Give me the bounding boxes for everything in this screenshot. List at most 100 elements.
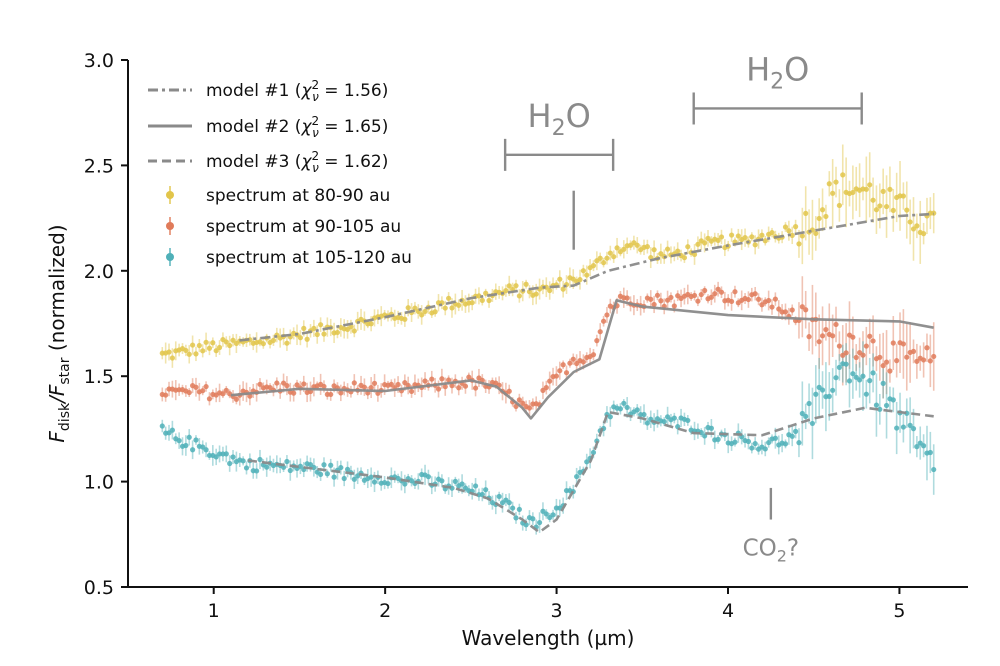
data-point [301, 381, 307, 387]
annotation-label: CO2? [743, 536, 800, 566]
data-point [422, 378, 428, 384]
data-point [506, 388, 512, 394]
data-point [301, 325, 307, 331]
data-point [435, 386, 442, 392]
data-point [334, 329, 341, 336]
data-point [880, 188, 886, 194]
data-point [877, 354, 883, 360]
data-point [408, 388, 415, 395]
data-point [163, 392, 169, 398]
y-label-rest: (normalized) [45, 224, 69, 357]
data-point [560, 362, 566, 368]
data-point [227, 342, 233, 349]
data-point [823, 213, 829, 220]
data-point [766, 297, 772, 304]
x-tick-label: 5 [893, 600, 905, 622]
data-point [752, 440, 758, 447]
data-point [405, 305, 411, 311]
data-point [186, 389, 192, 396]
y-label-sub1: disk [57, 402, 73, 431]
legend-label-80-90: spectrum at 80-90 au [206, 186, 390, 206]
annotation-label: H2O [746, 50, 809, 94]
data-point [621, 400, 627, 406]
data-point [523, 522, 529, 528]
data-point [318, 322, 324, 328]
data-point [203, 447, 209, 453]
data-point [708, 294, 714, 300]
data-point [634, 242, 640, 248]
data-point [594, 338, 600, 344]
data-point [880, 363, 886, 369]
data-point [206, 345, 213, 351]
data-point [223, 387, 229, 393]
y-tick-label: 1.5 [84, 366, 114, 388]
data-point [597, 255, 603, 261]
data-point [900, 341, 906, 347]
y-tick-label: 0.5 [84, 577, 114, 599]
data-point [506, 500, 512, 506]
data-point [486, 297, 492, 304]
data-point [863, 186, 869, 192]
data-point [894, 358, 900, 364]
data-point [516, 293, 522, 299]
data-point [526, 405, 533, 411]
data-point [769, 304, 775, 310]
data-point [617, 406, 624, 412]
data-point [563, 370, 570, 376]
data-point [860, 352, 866, 358]
data-point [260, 341, 266, 347]
data-point [843, 361, 849, 367]
data-point [752, 291, 758, 297]
data-point [718, 289, 725, 295]
data-point [425, 474, 432, 480]
data-point [769, 230, 775, 236]
data-point [921, 443, 927, 449]
data-point [560, 286, 566, 292]
data-point [284, 340, 290, 346]
data-point [183, 347, 189, 354]
data-point [472, 483, 479, 489]
data-point [914, 444, 920, 450]
data-point [806, 400, 812, 407]
data-point [624, 404, 630, 411]
legend-entry-spectrum-105-120: spectrum at 105-120 au [166, 248, 412, 268]
data-point [789, 307, 795, 313]
data-point [351, 476, 357, 482]
data-point [931, 466, 937, 473]
data-point [557, 276, 563, 282]
data-point [311, 325, 317, 332]
data-point [873, 207, 880, 213]
data-point [338, 390, 344, 396]
data-point [826, 393, 832, 399]
data-point [496, 493, 502, 500]
data-point [452, 478, 458, 485]
y-tick-label: 3.0 [84, 50, 114, 72]
data-point [819, 333, 826, 339]
data-point [388, 381, 394, 387]
data-point [604, 312, 610, 318]
data-point [900, 424, 906, 430]
data-point [668, 294, 674, 301]
data-point [274, 380, 280, 386]
data-point [607, 250, 613, 256]
data-point [759, 232, 765, 238]
data-point [894, 425, 900, 431]
data-point [213, 348, 219, 354]
data-point [830, 190, 836, 196]
data-point [230, 337, 236, 343]
data-point [877, 406, 883, 412]
data-point [264, 464, 270, 470]
data-point [459, 481, 465, 487]
data-point [287, 467, 293, 474]
data-point [745, 296, 752, 303]
data-point [230, 454, 236, 460]
data-point [695, 241, 701, 247]
legend-label-model-2: model #2 (χ2 ν = 1.65) [206, 114, 388, 140]
data-point [883, 203, 890, 210]
data-point [169, 427, 175, 433]
data-point [715, 237, 721, 243]
data-point [577, 277, 583, 283]
data-point [580, 268, 586, 274]
data-point [910, 348, 917, 355]
data-point [803, 210, 809, 216]
